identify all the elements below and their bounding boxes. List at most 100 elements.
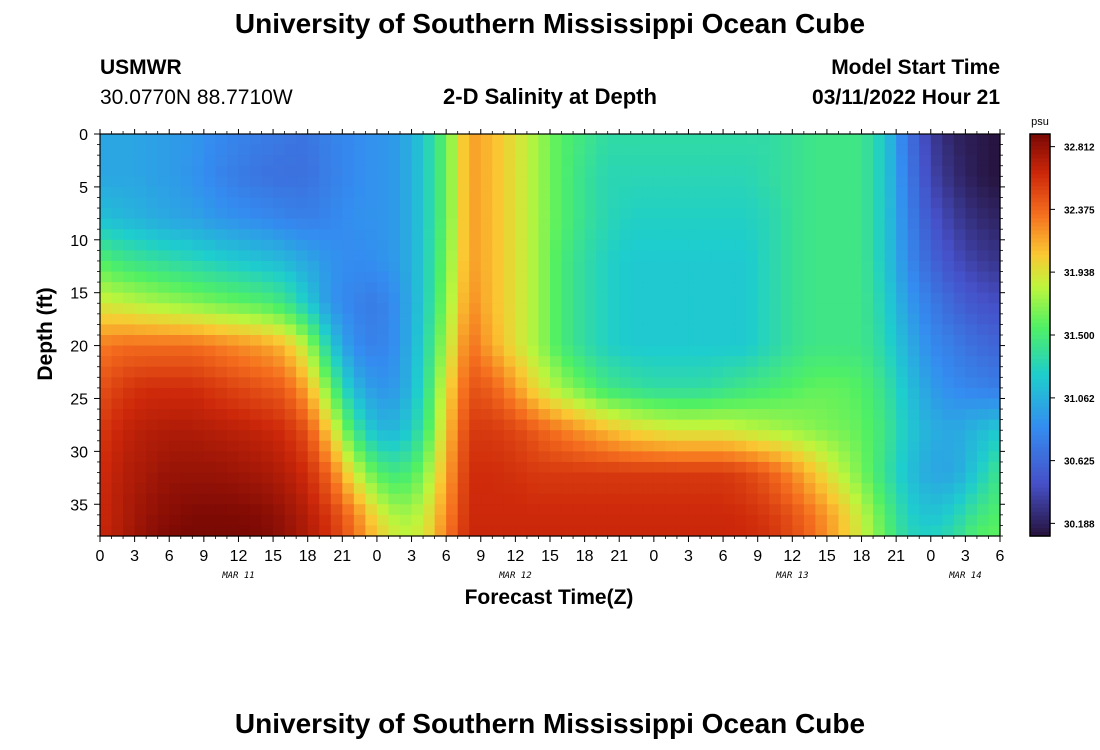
- heatmap-cell: [457, 313, 470, 326]
- heatmap-cell: [630, 282, 643, 294]
- heatmap-cell: [596, 409, 609, 421]
- heatmap-cell: [123, 313, 136, 326]
- heatmap-cell: [976, 271, 990, 283]
- heatmap-cell: [988, 430, 1001, 442]
- colorbar-segment: [1030, 367, 1050, 372]
- heatmap-cell: [180, 440, 193, 452]
- heatmap-cell: [526, 303, 540, 315]
- heatmap-cell: [515, 229, 528, 241]
- heatmap-cell: [723, 229, 736, 241]
- heatmap-cell: [561, 504, 574, 516]
- heatmap-cell: [953, 324, 966, 336]
- heatmap-cell: [134, 335, 147, 347]
- heatmap-cell: [342, 303, 355, 315]
- heatmap-cell: [584, 451, 597, 463]
- heatmap-cell: [873, 239, 886, 251]
- colorbar-segment: [1030, 214, 1050, 220]
- heatmap-cell: [515, 461, 528, 474]
- heatmap-cell: [780, 208, 793, 220]
- heatmap-cell: [976, 356, 990, 368]
- heatmap-cell: [411, 271, 424, 283]
- heatmap-cell: [665, 387, 678, 400]
- heatmap-cell: [238, 461, 251, 474]
- heatmap-cell: [700, 282, 713, 294]
- heatmap-cell: [873, 377, 886, 389]
- heatmap-cell: [492, 430, 505, 442]
- heatmap-cell: [261, 409, 274, 421]
- heatmap-cell: [792, 377, 805, 389]
- heatmap-cell: [550, 440, 563, 452]
- heatmap-cell: [873, 461, 886, 474]
- colorbar-segment: [1030, 379, 1050, 384]
- heatmap-cell: [203, 229, 216, 241]
- heatmap-cell: [596, 303, 609, 315]
- heatmap-cell: [630, 197, 643, 209]
- y-tick-label: 10: [70, 233, 88, 250]
- heatmap-cell: [434, 134, 447, 146]
- heatmap-cell: [203, 398, 216, 410]
- heatmap-cell: [411, 430, 424, 442]
- heatmap-cell: [803, 514, 816, 527]
- heatmap-cell: [826, 356, 840, 368]
- heatmap-cell: [873, 144, 886, 156]
- heatmap-cell: [757, 250, 770, 262]
- heatmap-cell: [319, 366, 332, 378]
- heatmap-cell: [700, 229, 713, 241]
- heatmap-cell: [342, 165, 355, 177]
- heatmap-cell: [353, 260, 366, 273]
- heatmap-cell: [988, 271, 1001, 283]
- heatmap-cell: [503, 430, 516, 442]
- station-coordinates: 30.0770N 88.7710W: [100, 86, 293, 109]
- heatmap-cell: [388, 324, 401, 336]
- heatmap-cell: [365, 451, 378, 463]
- heatmap-cell: [596, 208, 609, 220]
- heatmap-cell: [919, 218, 932, 230]
- heatmap-cell: [319, 165, 332, 177]
- heatmap-cell: [492, 271, 505, 283]
- heatmap-cell: [919, 229, 932, 241]
- heatmap-cell: [803, 282, 816, 294]
- heatmap-cell: [226, 292, 240, 304]
- heatmap-cell: [746, 493, 759, 505]
- colorbar-unit: psu: [1031, 116, 1049, 128]
- heatmap-cell: [780, 356, 793, 368]
- heatmap-cell: [180, 260, 193, 273]
- heatmap-cell: [953, 461, 966, 474]
- heatmap-cell: [642, 525, 655, 537]
- heatmap-cell: [365, 197, 378, 209]
- heatmap-cell: [850, 377, 863, 389]
- heatmap-cell: [838, 377, 851, 389]
- colorbar-segment: [1030, 154, 1050, 159]
- heatmap-cell: [353, 186, 366, 199]
- heatmap-cell: [480, 483, 493, 495]
- heatmap-cell: [746, 186, 759, 199]
- heatmap-cell: [896, 313, 909, 326]
- heatmap-cell: [538, 208, 551, 220]
- heatmap-cell: [815, 430, 828, 442]
- heatmap-cell: [711, 409, 724, 421]
- heatmap-cell: [573, 483, 586, 495]
- heatmap-cell: [319, 345, 332, 357]
- heatmap-cell: [192, 155, 205, 167]
- heatmap-cell: [596, 451, 609, 463]
- heatmap-cell: [780, 483, 793, 495]
- heatmap-cell: [365, 377, 378, 389]
- heatmap-cell: [688, 324, 701, 336]
- heatmap-cell: [273, 419, 286, 431]
- heatmap-cell: [434, 186, 447, 199]
- heatmap-cell: [642, 324, 655, 336]
- heatmap-cell: [400, 419, 413, 431]
- heatmap-cell: [688, 387, 701, 400]
- heatmap-cell: [192, 419, 205, 431]
- heatmap-cell: [492, 419, 505, 431]
- heatmap-cell: [711, 176, 724, 188]
- heatmap-cell: [146, 303, 159, 315]
- heatmap-cell: [907, 387, 920, 400]
- heatmap-cell: [157, 155, 170, 167]
- heatmap-cell: [838, 229, 851, 241]
- heatmap-cell: [319, 483, 332, 495]
- heatmap-cell: [676, 483, 690, 495]
- heatmap-cell: [665, 197, 678, 209]
- heatmap-cell: [215, 165, 228, 177]
- heatmap-cell: [642, 282, 655, 294]
